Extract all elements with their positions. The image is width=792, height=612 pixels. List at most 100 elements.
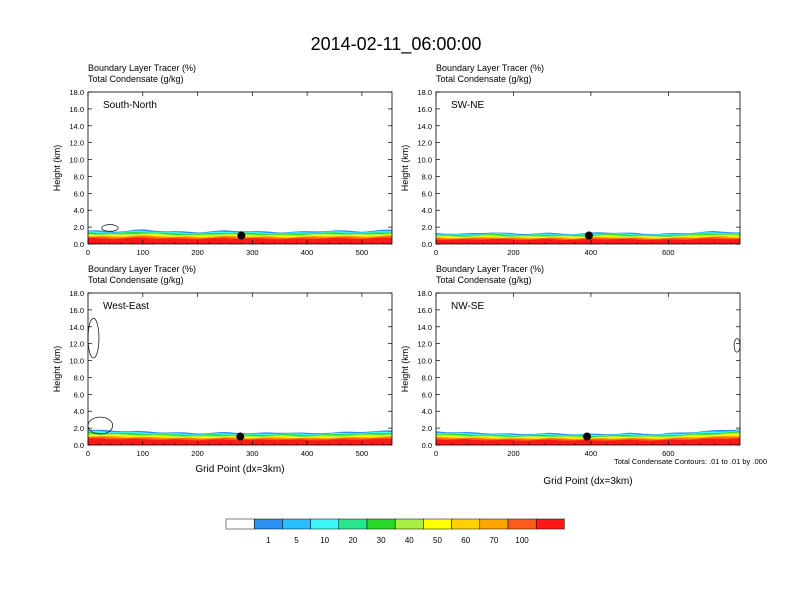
y-tick-label: 4.0 [422, 206, 432, 215]
y-axis-label: Height (km) [52, 145, 62, 192]
y-tick-label: 2.0 [74, 424, 84, 433]
x-tick-label: 0 [434, 449, 438, 458]
y-tick-label: 0.0 [422, 441, 432, 450]
colorbar-swatch [394, 518, 424, 530]
colorbar-swatch [225, 518, 255, 530]
y-tick-label: 2.0 [422, 223, 432, 232]
panel-title-tracer: Boundary Layer Tracer (%) [436, 63, 544, 73]
y-tick-label: 14.0 [69, 323, 84, 332]
panel-west-east: Boundary Layer Tracer (%)Total Condensat… [52, 264, 393, 475]
y-axis-label: Height (km) [400, 346, 410, 393]
y-tick-label: 8.0 [74, 172, 84, 181]
tracer-band [436, 238, 740, 244]
colorbar-swatch [366, 518, 396, 530]
x-tick-label: 0 [434, 248, 438, 257]
y-tick-label: 10.0 [417, 156, 432, 165]
x-tick-label: 300 [246, 449, 259, 458]
y-tick-label: 0.0 [74, 441, 84, 450]
tracer-band [436, 438, 740, 445]
panel-title-condensate: Total Condensate (g/kg) [88, 74, 184, 84]
y-tick-label: 10.0 [417, 357, 432, 366]
colorbar-label: 100 [515, 536, 529, 545]
colorbar-label: 1 [266, 536, 271, 545]
y-tick-label: 0.0 [422, 240, 432, 249]
y-tick-label: 18.0 [417, 88, 432, 97]
condensate-contour [87, 317, 100, 359]
colorbar: 1 5 10 20 30 40 50 60 70 100 [225, 518, 565, 545]
x-axis-label: Grid Point (dx=3km) [543, 476, 632, 487]
colorbar-swatch [310, 518, 340, 530]
plot-frame [87, 91, 393, 245]
y-tick-label: 14.0 [417, 323, 432, 332]
colorbar-swatch [451, 518, 481, 530]
tracer-band [88, 438, 392, 445]
y-tick-label: 16.0 [69, 306, 84, 315]
y-tick-label: 12.0 [417, 340, 432, 349]
x-tick-label: 200 [507, 449, 520, 458]
y-tick-label: 16.0 [69, 105, 84, 114]
colorbar-label: 10 [320, 536, 329, 545]
colorbar-label: 70 [489, 536, 498, 545]
y-tick-label: 18.0 [69, 289, 84, 298]
colorbar-swatch [535, 518, 565, 530]
colorbar-swatch [338, 518, 368, 530]
y-tick-label: 10.0 [69, 357, 84, 366]
x-tick-label: 0 [86, 248, 90, 257]
y-tick-label: 4.0 [422, 407, 432, 416]
y-tick-label: 6.0 [74, 390, 84, 399]
panel-name: South-North [103, 100, 157, 111]
panel-name: West-East [103, 301, 149, 312]
y-axis-label: Height (km) [400, 145, 410, 192]
x-tick-label: 0 [86, 449, 90, 458]
panel-sw-ne: Boundary Layer Tracer (%)Total Condensat… [400, 63, 741, 257]
colorbar-label: 60 [461, 536, 470, 545]
contour-footnote: Total Condensate Contours: .01 to .01 by… [614, 457, 767, 466]
colorbar-swatch [282, 518, 311, 530]
plot-frame [87, 292, 393, 446]
y-tick-label: 2.0 [74, 223, 84, 232]
y-tick-label: 12.0 [417, 139, 432, 148]
panel-name: SW-NE [451, 100, 484, 111]
plot-frame [435, 91, 741, 245]
y-tick-label: 14.0 [69, 122, 84, 131]
y-tick-label: 2.0 [422, 424, 432, 433]
location-marker [583, 432, 592, 441]
y-tick-label: 18.0 [417, 289, 432, 298]
y-tick-label: 12.0 [69, 139, 84, 148]
colorbar-swatch [253, 518, 283, 530]
condensate-contour [733, 338, 741, 353]
colorbar-label: 20 [348, 536, 357, 545]
location-marker [237, 231, 246, 240]
x-tick-label: 400 [585, 449, 598, 458]
x-tick-label: 500 [356, 449, 369, 458]
colorbar-swatch [507, 518, 537, 530]
colorbar-label: 30 [377, 536, 386, 545]
y-tick-label: 8.0 [422, 373, 432, 382]
x-tick-label: 200 [507, 248, 520, 257]
y-tick-label: 6.0 [422, 390, 432, 399]
location-marker [584, 231, 593, 240]
panel-name: NW-SE [451, 301, 484, 312]
location-marker [236, 432, 245, 441]
colorbar-swatch [423, 518, 452, 530]
panel-nw-se: Boundary Layer Tracer (%)Total Condensat… [400, 264, 741, 487]
colorbar-label: 5 [294, 536, 299, 545]
x-tick-label: 100 [137, 449, 150, 458]
y-tick-label: 14.0 [417, 122, 432, 131]
figure-title: 2014-02-11_06:00:00 [311, 34, 482, 55]
y-tick-label: 6.0 [422, 189, 432, 198]
x-tick-label: 400 [585, 248, 598, 257]
y-tick-label: 12.0 [69, 340, 84, 349]
y-tick-label: 6.0 [74, 189, 84, 198]
y-tick-label: 0.0 [74, 240, 84, 249]
panel-south-north: Boundary Layer Tracer (%)Total Condensat… [52, 63, 393, 257]
panel-title-condensate: Total Condensate (g/kg) [88, 275, 184, 285]
x-tick-label: 400 [301, 449, 314, 458]
x-tick-label: 200 [191, 248, 204, 257]
x-tick-label: 600 [662, 449, 675, 458]
y-axis-label: Height (km) [52, 346, 62, 393]
x-tick-label: 400 [301, 248, 314, 257]
tracer-band [88, 237, 392, 244]
